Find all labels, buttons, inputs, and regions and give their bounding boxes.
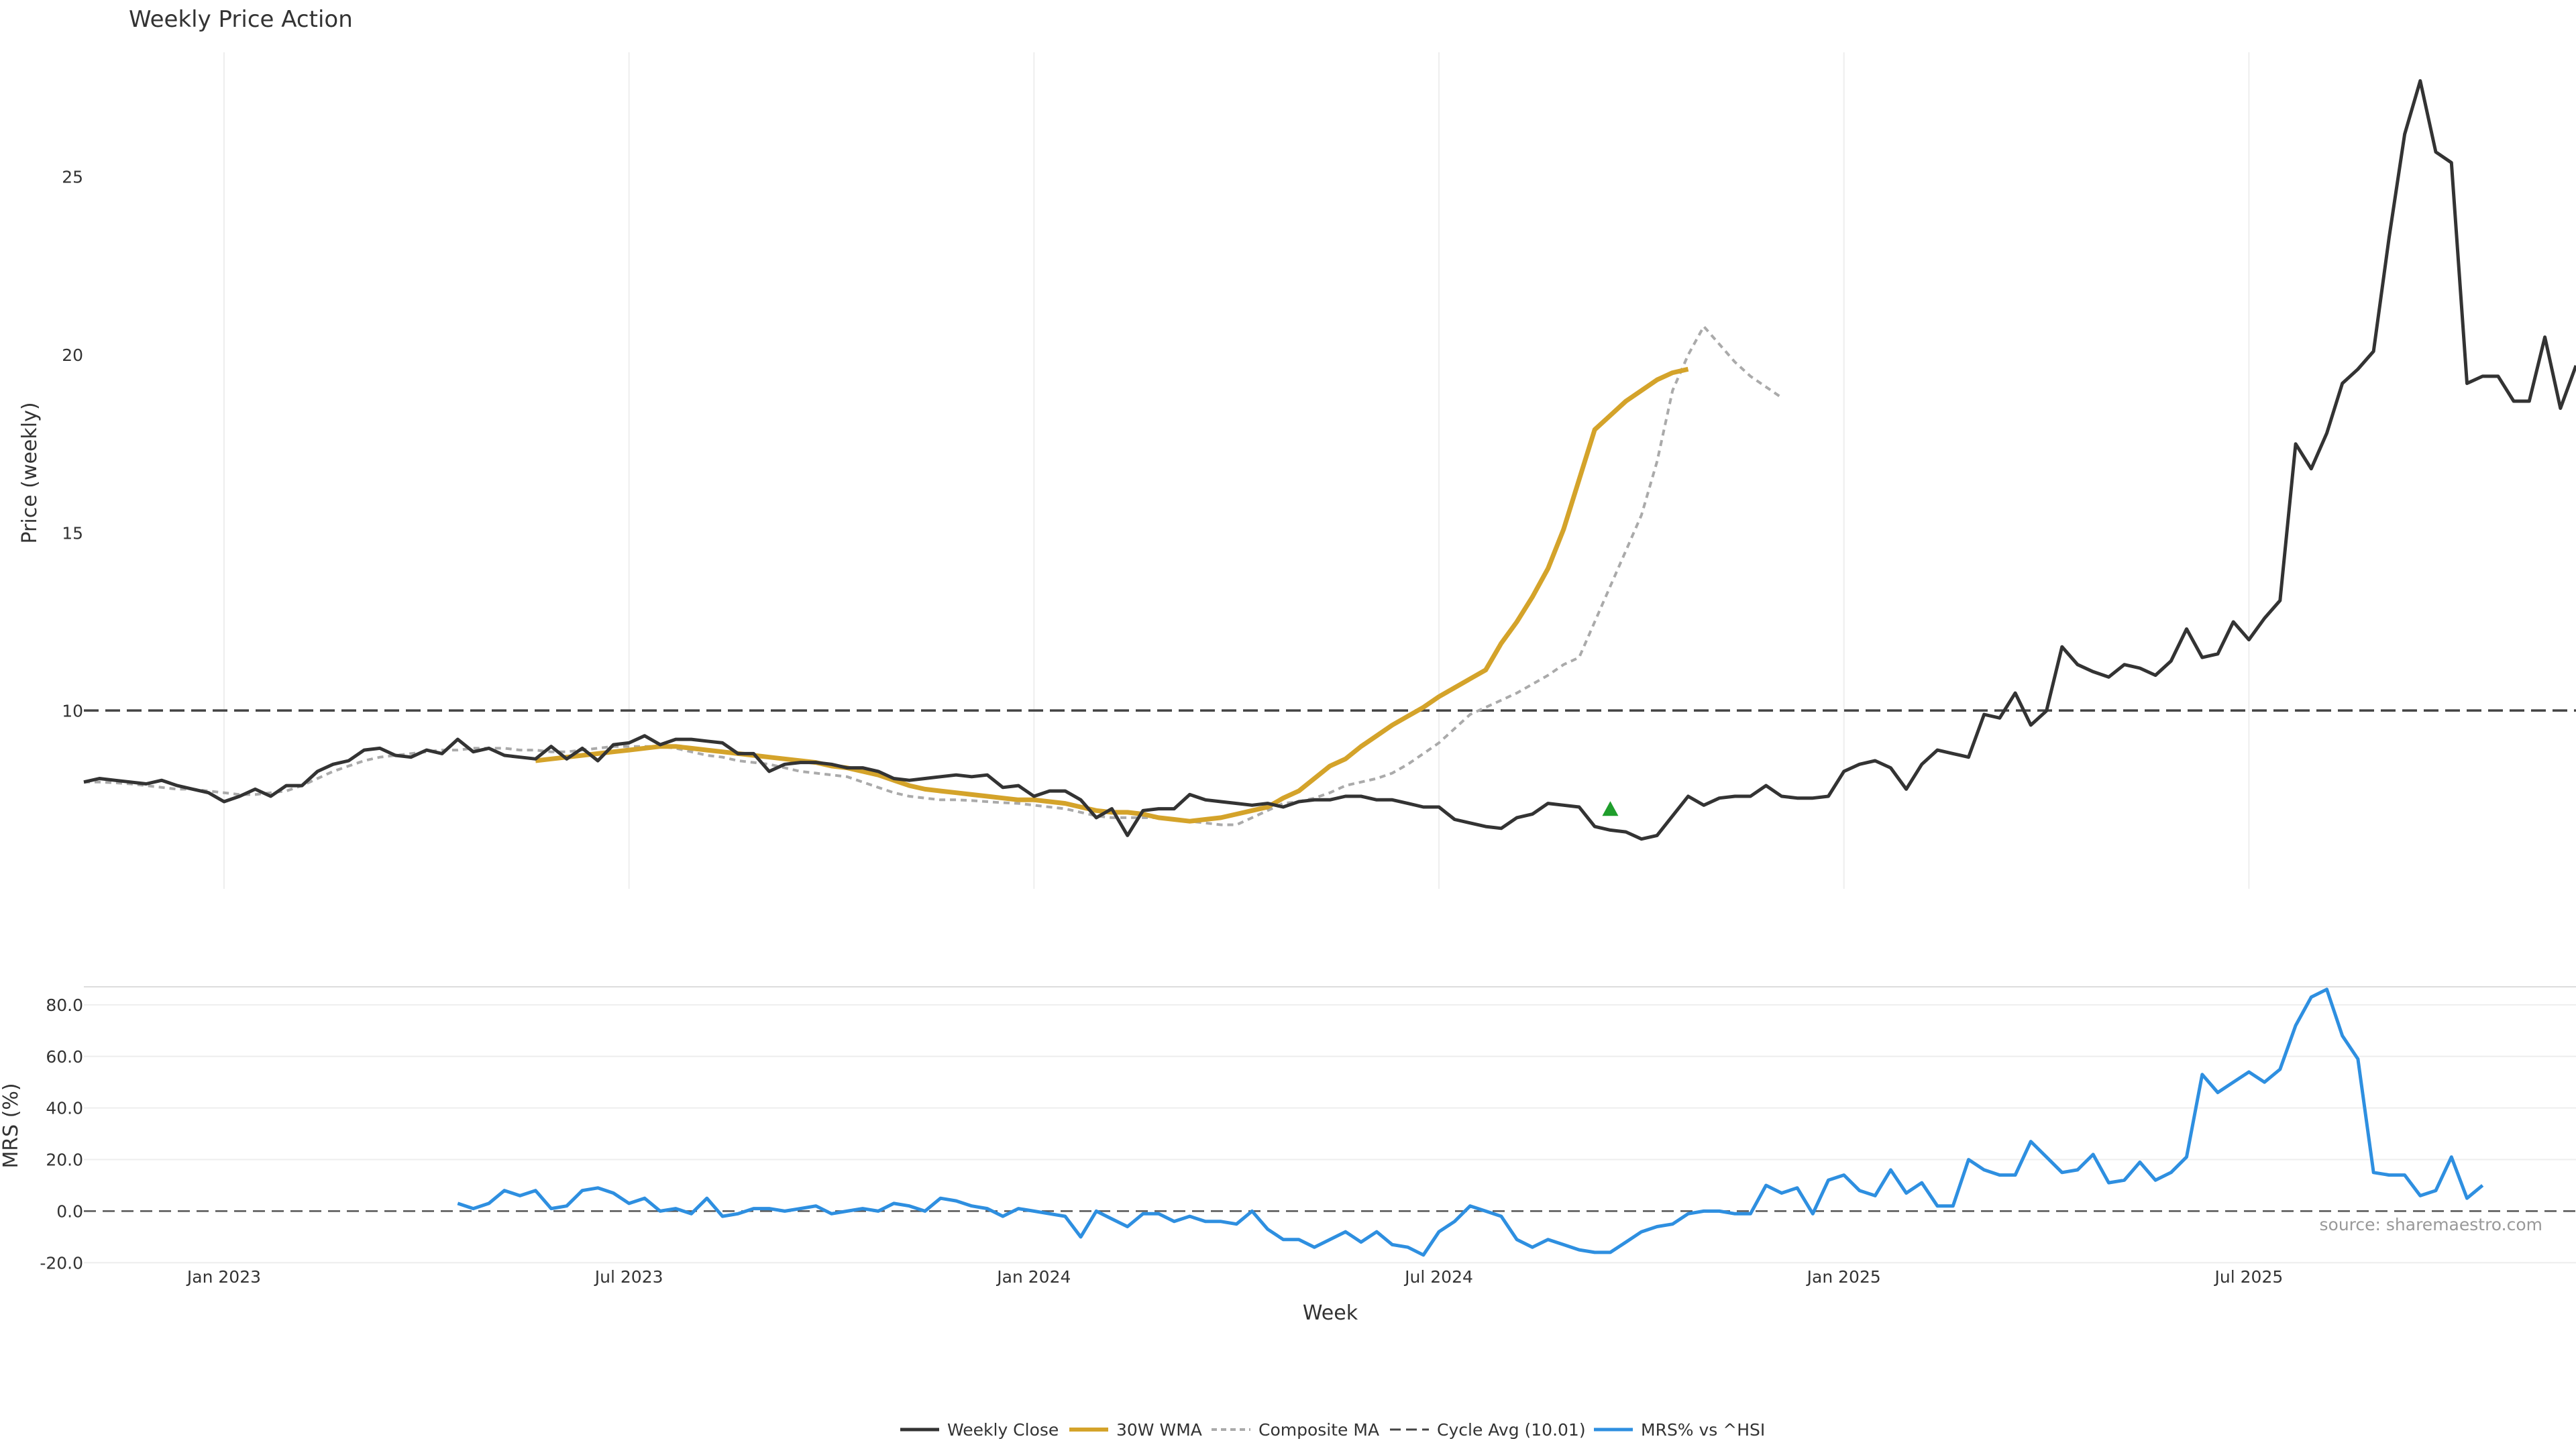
series-line-weekly-close [83,79,2576,841]
price-series [83,79,2576,841]
price-y-tick-label: 25 [62,168,83,187]
x-tick-label: Jan 2023 [186,1267,261,1287]
price-y-tick-label: 15 [62,523,83,543]
mrs-y-tick-label: 60.0 [46,1047,83,1067]
legend-label: MRS% vs ^HSI [1641,1420,1765,1440]
mrs-y-tick-label: 40.0 [46,1099,83,1118]
price-y-tick-label: 20 [62,345,83,365]
price-y-tick-label: 10 [62,702,83,721]
mrs-y-tick-label: 80.0 [46,996,83,1015]
x-tick-label: Jul 2023 [594,1267,663,1287]
mrs-gridlines [84,1004,2576,1264]
mrs-series [457,987,2484,1257]
series-line-composite-ma [84,325,1782,826]
legend-label: 30W WMA [1116,1420,1202,1440]
legend-label: Composite MA [1258,1420,1379,1440]
mrs-y-ticks: 80.0 60.0 40.0 20.0 0.0 -20.0 [40,996,83,1273]
x-tick-label: Jul 2025 [2214,1267,2284,1287]
mrs-y-tick-label: 20.0 [46,1150,83,1170]
x-tick-label: Jan 2025 [1806,1267,1881,1287]
legend-label: Cycle Avg (10.01) [1437,1420,1586,1440]
price-y-ticks: 10 15 20 25 [62,168,83,721]
mrs-y-tick-label: 0.0 [56,1201,83,1221]
signal-marker [1602,801,1619,816]
mrs-y-tick-label: -20.0 [40,1253,83,1273]
x-ticks: Jan 2023 Jul 2023 Jan 2024 Jul 2024 Jan 2025… [186,1267,2283,1287]
series-line-mrs [457,987,2484,1257]
series-line-30w-wma [535,366,1689,824]
chart-title: Weekly Price Action [129,6,353,33]
x-tick-label: Jan 2024 [996,1267,1071,1287]
x-tick-label: Jul 2024 [1403,1267,1473,1287]
source-note: source: sharemaestro.com [2320,1215,2543,1234]
price-gridlines [223,52,2250,889]
mrs-y-axis-label: MRS (%) [0,1083,23,1168]
legend: Weekly Close 30W WMA Composite MA Cycle Avg… [900,1420,1765,1440]
x-axis-label: Week [1303,1301,1358,1325]
legend-label: Weekly Close [947,1420,1059,1440]
price-y-axis-label: Price (weekly) [18,402,42,543]
